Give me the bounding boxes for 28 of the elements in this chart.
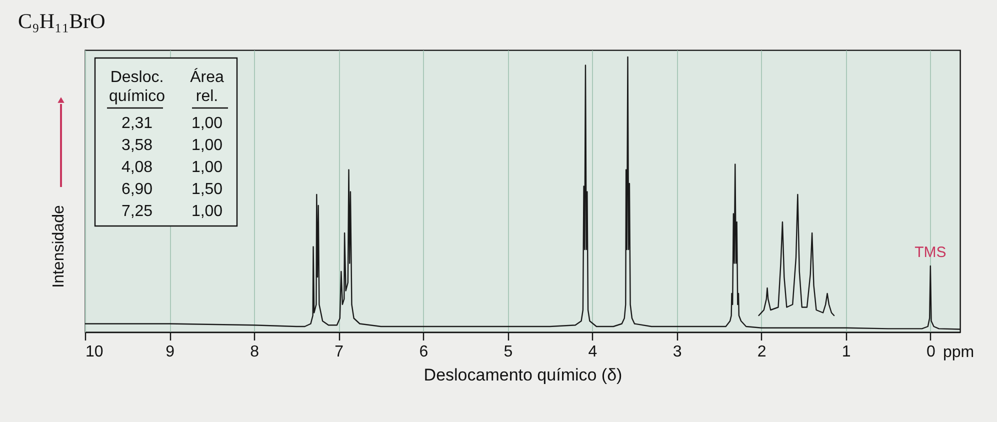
annotation: 3,58	[121, 137, 153, 154]
x-tick-label: 7	[334, 344, 344, 360]
annotation: Área rel.	[190, 68, 224, 105]
x-tick-label: 0	[926, 344, 936, 360]
annotation: 4,08	[121, 159, 153, 176]
annotation: TMS	[914, 244, 946, 261]
x-tick-label: 6	[419, 344, 428, 360]
x-tick-label: 1	[842, 344, 851, 360]
annotation: 2,31	[121, 115, 153, 132]
x-tick-label: 5	[504, 344, 513, 360]
x-tick-label: 3	[672, 344, 682, 360]
annotation: Desloc. químico	[108, 69, 166, 105]
x-tick-label: 8	[250, 344, 260, 360]
text: ppm	[943, 344, 974, 361]
annotation: 1,00	[191, 203, 223, 220]
x-tick-label: 2	[757, 344, 766, 360]
annotation: 1,00	[191, 159, 223, 176]
annotation: 7,25	[121, 203, 153, 220]
x-tick-label: 4	[588, 344, 598, 360]
x-tick-label: 10	[86, 344, 104, 360]
y-axis-title: Intensidade	[50, 205, 68, 288]
annotation: 1,50	[191, 181, 223, 198]
x-axis-title: Deslocamento químico (δ)	[424, 366, 622, 384]
annotation: 6,90	[121, 181, 153, 198]
chart-title: C₉H₁₁BrO	[18, 9, 106, 33]
annotation: 1,00	[191, 137, 223, 154]
x-tick-label: 9	[166, 344, 175, 360]
annotation: 1,00	[191, 115, 223, 132]
